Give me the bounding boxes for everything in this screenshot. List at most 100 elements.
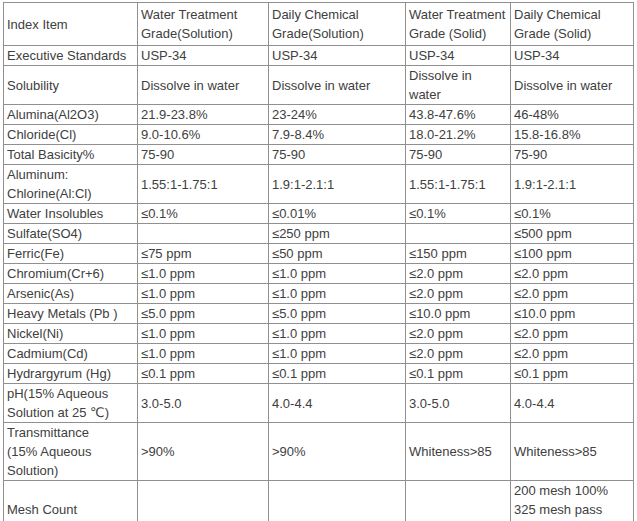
column-header: Water Treatment Grade(Solution) xyxy=(138,3,269,46)
row-label: Water Insolubles xyxy=(4,204,138,224)
column-header: Daily Chemical Grade(Solution) xyxy=(269,3,406,46)
value-cell: 75-90 xyxy=(269,145,406,165)
table-row: Transmittance (15% Aqueous Solution)>90%… xyxy=(4,423,634,481)
table-row: Alumina(Al2O3)21.9-23.8%23-24%43.8-47.6%… xyxy=(4,105,634,125)
row-label: Ferric(Fe) xyxy=(4,244,138,264)
value-cell: ≤1.0 ppm xyxy=(138,324,269,344)
value-cell: USP-34 xyxy=(138,46,269,66)
value-cell xyxy=(406,224,511,244)
row-label: Mesh Count xyxy=(4,481,138,521)
value-cell: ≤0.1 ppm xyxy=(406,364,511,384)
value-cell: ≤2.0 ppm xyxy=(406,264,511,284)
column-header-index-item: Index Item xyxy=(4,3,138,46)
value-cell: 75-90 xyxy=(406,145,511,165)
value-cell: >90% xyxy=(138,423,269,481)
value-cell: Whiteness>85 xyxy=(511,423,634,481)
spec-table-body: Executive StandardsUSP-34USP-34USP-34USP… xyxy=(4,46,634,521)
value-cell: 1.55:1-1.75:1 xyxy=(406,165,511,204)
table-row: Cadmium(Cd)≤1.0 ppm≤1.0 ppm≤2.0 ppm≤2.0 … xyxy=(4,344,634,364)
value-cell: 4.0-4.4 xyxy=(269,384,406,423)
column-header: Daily Chemical Grade (Solid) xyxy=(511,3,634,46)
column-header: Water Treatment Grade (Solid) xyxy=(406,3,511,46)
value-cell xyxy=(406,481,511,521)
value-cell: 200 mesh 100% 325 mesh pass 99% xyxy=(511,481,634,521)
value-cell: ≤5.0 ppm xyxy=(138,304,269,324)
value-cell: 7.9-8.4% xyxy=(269,125,406,145)
row-label: Arsenic(As) xyxy=(4,284,138,304)
row-label: Alumina(Al2O3) xyxy=(4,105,138,125)
value-cell: ≤0.1% xyxy=(406,204,511,224)
value-cell xyxy=(138,224,269,244)
value-cell: ≤1.0 ppm xyxy=(269,264,406,284)
value-cell: ≤0.1 ppm xyxy=(269,364,406,384)
value-cell: USP-34 xyxy=(269,46,406,66)
value-cell: >90% xyxy=(269,423,406,481)
value-cell: 4.0-4.4 xyxy=(511,384,634,423)
row-label: Aluminum: Chlorine(Al:Cl) xyxy=(4,165,138,204)
value-cell: Dissolve in water xyxy=(269,66,406,105)
table-row: Hydrargyrum (Hg)≤0.1 ppm≤0.1 ppm≤0.1 ppm… xyxy=(4,364,634,384)
value-cell: 75-90 xyxy=(511,145,634,165)
value-cell: ≤500 ppm xyxy=(511,224,634,244)
value-cell: ≤2.0 ppm xyxy=(511,264,634,284)
value-cell: 1.9:1-2.1:1 xyxy=(511,165,634,204)
value-cell: ≤2.0 ppm xyxy=(511,344,634,364)
row-label: Hydrargyrum (Hg) xyxy=(4,364,138,384)
value-cell: ≤1.0 ppm xyxy=(138,264,269,284)
value-cell: ≤0.1 ppm xyxy=(511,364,634,384)
table-row: Aluminum: Chlorine(Al:Cl)1.55:1-1.75:11.… xyxy=(4,165,634,204)
value-cell: USP-34 xyxy=(511,46,634,66)
value-cell: ≤2.0 ppm xyxy=(406,324,511,344)
row-label: Nickel(Ni) xyxy=(4,324,138,344)
value-cell: 75-90 xyxy=(138,145,269,165)
value-cell: 15.8-16.8% xyxy=(511,125,634,145)
value-cell xyxy=(269,481,406,521)
value-cell: ≤75 ppm xyxy=(138,244,269,264)
table-row: Executive StandardsUSP-34USP-34USP-34USP… xyxy=(4,46,634,66)
value-cell: ≤2.0 ppm xyxy=(406,284,511,304)
value-cell: 43.8-47.6% xyxy=(406,105,511,125)
value-cell: ≤1.0 ppm xyxy=(269,284,406,304)
value-cell: 1.55:1-1.75:1 xyxy=(138,165,269,204)
value-cell: 46-48% xyxy=(511,105,634,125)
value-cell: ≤10.0 ppm xyxy=(511,304,634,324)
table-row: pH(15% Aqueous Solution at 25 ℃) 3.0-5.04… xyxy=(4,384,634,423)
value-cell: Dissolve in water xyxy=(138,66,269,105)
value-cell: Dissolve in water xyxy=(406,66,511,105)
value-cell: ≤0.01% xyxy=(269,204,406,224)
table-row: Mesh Count 200 mesh 100% 325 mesh pass 99… xyxy=(4,481,634,521)
spec-table-header: Index ItemWater Treatment Grade(Solution… xyxy=(4,3,634,46)
value-cell: ≤5.0 ppm xyxy=(269,304,406,324)
value-cell: ≤250 ppm xyxy=(269,224,406,244)
row-label: Transmittance (15% Aqueous Solution) xyxy=(4,423,138,481)
value-cell: 3.0-5.0 xyxy=(406,384,511,423)
value-cell: ≤50 ppm xyxy=(269,244,406,264)
value-cell: ≤1.0 ppm xyxy=(269,324,406,344)
table-row: Nickel(Ni)≤1.0 ppm≤1.0 ppm≤2.0 ppm≤2.0 p… xyxy=(4,324,634,344)
table-row: SolubilityDissolve in waterDissolve in w… xyxy=(4,66,634,105)
value-cell: ≤2.0 ppm xyxy=(511,324,634,344)
value-cell: ≤1.0 ppm xyxy=(269,344,406,364)
value-cell: ≤0.1% xyxy=(511,204,634,224)
header-row: Index ItemWater Treatment Grade(Solution… xyxy=(4,3,634,46)
row-label: Solubility xyxy=(4,66,138,105)
value-cell: 23-24% xyxy=(269,105,406,125)
value-cell: 21.9-23.8% xyxy=(138,105,269,125)
product-spec-table: Index ItemWater Treatment Grade(Solution… xyxy=(3,2,634,521)
value-cell: ≤0.1% xyxy=(138,204,269,224)
table-row: Heavy Metals (Pb )≤5.0 ppm≤5.0 ppm≤10.0 … xyxy=(4,304,634,324)
value-cell xyxy=(138,481,269,521)
value-cell: ≤150 ppm xyxy=(406,244,511,264)
value-cell: USP-34 xyxy=(406,46,511,66)
row-label: Chromium(Cr+6) xyxy=(4,264,138,284)
value-cell: ≤1.0 ppm xyxy=(138,344,269,364)
row-label: Chloride(Cl) xyxy=(4,125,138,145)
row-label: pH(15% Aqueous Solution at 25 ℃) xyxy=(4,384,138,423)
table-row: Sulfate(SO4)≤250 ppm≤500 ppm xyxy=(4,224,634,244)
table-row: Arsenic(As)≤1.0 ppm≤1.0 ppm≤2.0 ppm≤2.0 … xyxy=(4,284,634,304)
value-cell: 1.9:1-2.1:1 xyxy=(269,165,406,204)
value-cell: ≤0.1 ppm xyxy=(138,364,269,384)
row-label: Heavy Metals (Pb ) xyxy=(4,304,138,324)
row-label: Cadmium(Cd) xyxy=(4,344,138,364)
value-cell: ≤100 ppm xyxy=(511,244,634,264)
